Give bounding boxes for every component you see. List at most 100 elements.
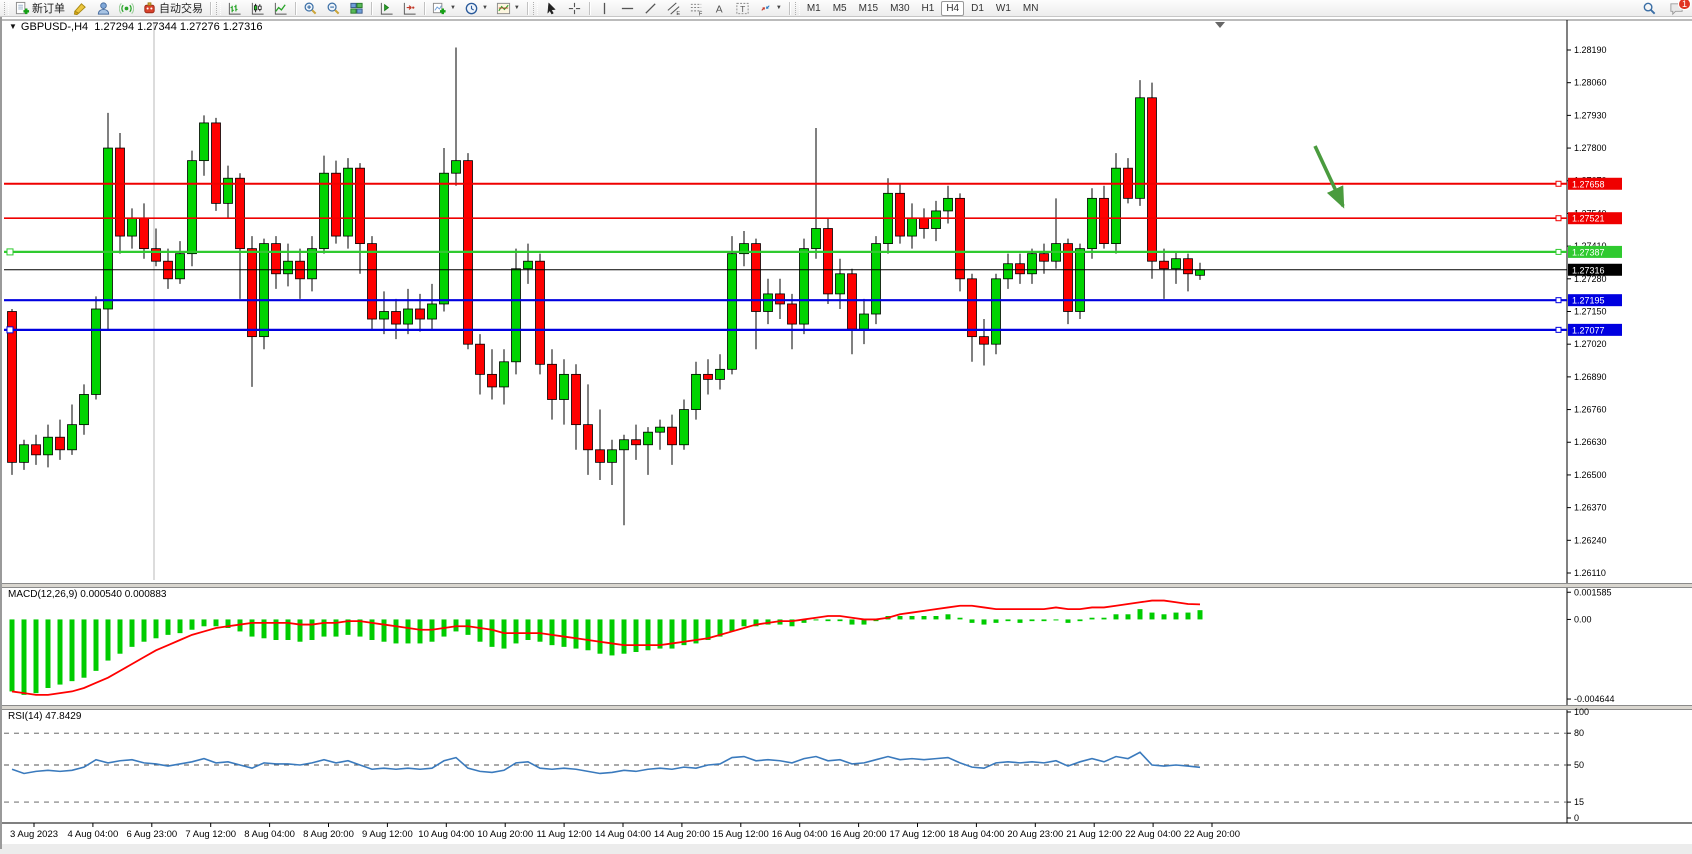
line-chart-button[interactable]: [269, 0, 292, 16]
svg-text:9 Aug 12:00: 9 Aug 12:00: [362, 829, 413, 840]
auto-scroll-icon: [403, 2, 416, 15]
timeframe-button-m5[interactable]: M5: [832, 2, 847, 14]
candlestick-chart-button[interactable]: [246, 0, 269, 16]
candle: [679, 409, 689, 446]
periods-dropdown-button[interactable]: ▼: [460, 0, 492, 16]
auto-scroll-button[interactable]: [398, 0, 421, 16]
candle: [739, 243, 749, 255]
candle: [343, 167, 353, 237]
chart-canvas[interactable]: 1.281901.280601.279301.278001.276701.275…: [2, 17, 1692, 849]
svg-text:7 Aug 12:00: 7 Aug 12:00: [185, 829, 236, 840]
timeframe-group: M1 M5 M15 M30 H1 H4 D1 W1 MN: [802, 0, 1044, 16]
styler-button[interactable]: [69, 0, 92, 16]
candle: [331, 172, 341, 237]
horizontal-line-object[interactable]: [4, 248, 1567, 256]
indicators-dropdown-button[interactable]: ▼: [428, 0, 460, 16]
line-handle[interactable]: [6, 248, 14, 256]
timeframe-button-m1[interactable]: M1: [806, 2, 821, 14]
horizontal-line-object[interactable]: [4, 215, 1567, 222]
chart-shift-button[interactable]: [375, 0, 398, 16]
text-label-tool-button[interactable]: T: [731, 0, 754, 16]
toolbar-separator: [588, 1, 590, 15]
timeframe-button-mn[interactable]: MN: [1022, 2, 1039, 14]
timeframe-button-m15[interactable]: M15: [858, 2, 879, 14]
candle: [1075, 248, 1085, 312]
timeframe-button-w1[interactable]: W1: [995, 2, 1011, 14]
timeframe-button-h1[interactable]: H1: [921, 2, 935, 14]
tile-windows-button[interactable]: [345, 0, 368, 16]
candle: [655, 426, 665, 433]
collapse-icon[interactable]: ▼: [9, 22, 17, 31]
line-handle[interactable]: [6, 326, 14, 334]
text-tool-button[interactable]: A: [708, 0, 731, 16]
bar-chart-button[interactable]: [223, 0, 246, 16]
templates-dropdown-button[interactable]: ▼: [492, 0, 524, 16]
candle: [523, 260, 533, 270]
line-handle[interactable]: [1555, 215, 1562, 222]
candle: [535, 260, 545, 365]
fibonacci-tool-button[interactable]: F: [685, 0, 708, 16]
macd-pane[interactable]: 0.001585 0.00 -0.004644: [9, 587, 1615, 704]
candle: [763, 293, 773, 312]
line-handle[interactable]: [1555, 326, 1562, 333]
horizontal-line-object[interactable]: [4, 180, 1567, 187]
toolbar-grip: [216, 1, 221, 15]
zoom-in-button[interactable]: [299, 0, 322, 16]
candle: [931, 210, 941, 229]
candle: [211, 122, 221, 204]
candle: [823, 228, 833, 295]
vertical-line-tool-button[interactable]: [593, 0, 616, 16]
timeframe-button-m30[interactable]: M30: [890, 2, 910, 14]
rsi-line: [11, 751, 1201, 775]
new-order-button[interactable]: 新订单: [11, 0, 69, 16]
horizontal-line-object[interactable]: [4, 326, 1567, 334]
rsi-pane[interactable]: 100 80 50 15 0: [4, 707, 1589, 823]
trader-community-button[interactable]: [92, 0, 115, 16]
notifications-button[interactable]: 1: [1669, 0, 1691, 16]
price-label: 1.27521: [1568, 212, 1622, 225]
clock-icon: [465, 2, 478, 14]
equidistant-channel-icon: E: [667, 1, 680, 16]
timeframe-button-h4[interactable]: H4: [941, 0, 965, 16]
line-handle[interactable]: [1555, 180, 1562, 187]
horizontal-line-object[interactable]: [4, 297, 1567, 304]
trendline-icon: [645, 2, 656, 14]
candle: [979, 336, 989, 345]
candle: [1159, 260, 1169, 270]
svg-text:18 Aug 04:00: 18 Aug 04:00: [948, 829, 1004, 840]
line-handle[interactable]: [1555, 248, 1562, 255]
macd-indicator-label: MACD(12,26,9) 0.000540 0.000883: [8, 589, 167, 600]
candle: [1147, 97, 1157, 262]
zoom-out-button[interactable]: [322, 0, 345, 16]
horizontal-line-tool-button[interactable]: [616, 0, 639, 16]
equidistant-channel-tool-button[interactable]: E: [662, 0, 685, 16]
line-chart-icon: [274, 2, 287, 15]
rsi-indicator-label: RSI(14) 47.8429: [8, 711, 82, 722]
timeframe-button-d1[interactable]: D1: [971, 2, 984, 14]
price-label: 1.27195: [1568, 294, 1622, 307]
trend-arrow-annotation[interactable]: [1313, 145, 1345, 209]
toolbar-grip: [794, 1, 800, 15]
svg-text:1.26240: 1.26240: [1574, 535, 1607, 545]
cursor-tool-button[interactable]: [540, 0, 563, 16]
toolbar-grip: [532, 1, 538, 15]
candle: [307, 248, 317, 280]
main-toolbar: 新订单 自动交易: [0, 0, 1692, 17]
svg-text:8 Aug 20:00: 8 Aug 20:00: [303, 829, 354, 840]
chart-symbol-timeframe: GBPUSD-,H4: [20, 21, 89, 33]
toolbar-separator: [210, 1, 211, 15]
dropdown-caret-icon: ▼: [481, 5, 488, 11]
svg-text:10 Aug 20:00: 10 Aug 20:00: [477, 829, 533, 840]
candle: [631, 439, 641, 446]
auto-trading-button[interactable]: 自动交易: [138, 0, 207, 16]
arrows-tool-button[interactable]: ▼: [754, 0, 786, 16]
search-icon[interactable]: [1642, 1, 1657, 16]
crosshair-tool-button[interactable]: [563, 0, 586, 16]
trendline-tool-button[interactable]: [639, 0, 662, 16]
cursor-icon: [547, 1, 556, 14]
candle: [799, 248, 809, 325]
signals-button[interactable]: [115, 0, 138, 16]
line-handle[interactable]: [1555, 297, 1562, 304]
price-label: 1.27387: [1568, 245, 1622, 258]
svg-text:F: F: [699, 11, 703, 15]
